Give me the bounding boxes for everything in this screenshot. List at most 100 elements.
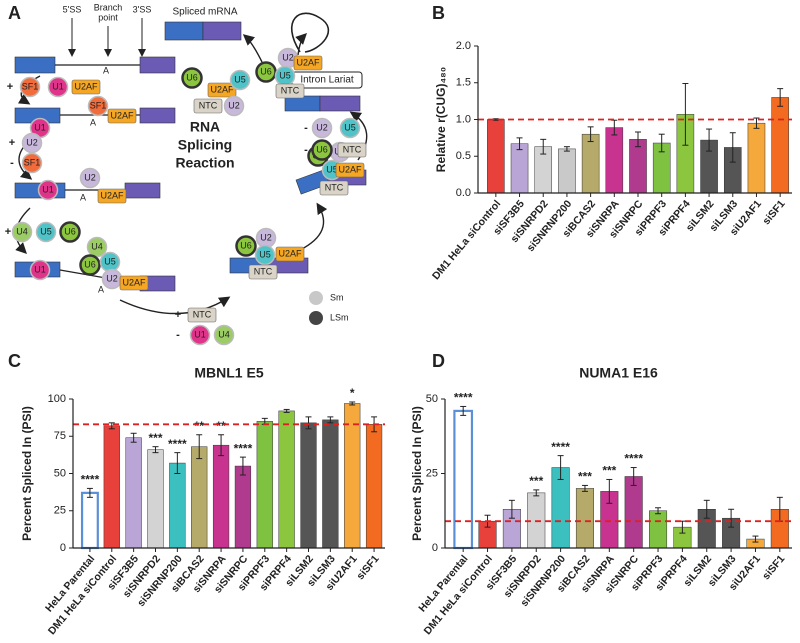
error-bar <box>218 434 225 457</box>
error-bar <box>606 478 613 504</box>
y-tick-label: 25 <box>54 505 66 517</box>
bar <box>771 97 789 194</box>
factor-label: U2 <box>26 137 38 147</box>
factor-label: U4 <box>218 329 230 339</box>
significance: **** <box>168 437 187 451</box>
diagram-title: RNA <box>190 119 220 135</box>
factor-label: U1 <box>194 329 206 339</box>
factor-label: U1 <box>34 264 46 274</box>
factor-label: U2AF <box>210 84 234 94</box>
error-bar <box>305 416 312 430</box>
factor-box <box>107 108 137 124</box>
bar <box>322 419 339 549</box>
factor-label: U2 <box>84 172 96 182</box>
factor-label: U1 <box>52 81 64 91</box>
error-bar <box>728 508 735 528</box>
bar <box>510 143 529 194</box>
significance: **** <box>454 391 473 405</box>
factor-box <box>293 55 323 71</box>
factor <box>254 244 276 266</box>
exon <box>139 107 176 124</box>
factor-box <box>207 82 237 98</box>
diagram-title: Reaction <box>175 155 234 171</box>
y-tick-label: 75 <box>54 430 66 442</box>
factor-label: NTC <box>199 100 218 110</box>
factor-label: SF1 <box>90 100 107 110</box>
significance: *** <box>602 464 616 478</box>
exon <box>319 95 361 112</box>
error-bar <box>563 146 570 152</box>
y-tick-label: 0.0 <box>456 187 471 199</box>
significance: **** <box>624 452 643 466</box>
factor-box <box>335 162 365 178</box>
error-bar <box>655 507 662 515</box>
error-bar <box>753 117 760 129</box>
significance: **** <box>81 473 100 487</box>
factor-label: U2 <box>282 52 294 62</box>
error-bar <box>703 499 710 519</box>
factor <box>86 236 108 258</box>
bar <box>300 422 317 549</box>
bar <box>624 476 643 549</box>
bar <box>558 148 576 194</box>
factor-box <box>97 188 127 204</box>
factor <box>339 117 361 139</box>
panel-label: C <box>8 351 21 371</box>
bar <box>103 425 120 549</box>
site-label: Branch <box>94 2 123 12</box>
factor-label: U5 <box>259 249 271 259</box>
y-axis-label: Percent Spliced In (PSI) <box>410 406 424 541</box>
chart-title: MBNL1 E5 <box>194 365 263 381</box>
bar <box>80 491 99 550</box>
factor <box>47 76 69 98</box>
factor-label: SF1 <box>24 157 41 167</box>
factor <box>21 132 43 154</box>
factor <box>35 221 57 243</box>
x-tick-label: siSF1 <box>760 553 787 582</box>
branch-label: A <box>80 192 86 202</box>
bar <box>278 410 295 549</box>
factor-box <box>193 98 223 114</box>
error-bar <box>152 446 159 454</box>
factor-label: U4 <box>91 241 103 251</box>
step-sign: + <box>9 137 15 149</box>
factor <box>223 95 245 117</box>
bar <box>256 421 273 549</box>
factor-label: U4 <box>16 226 28 236</box>
error-bar <box>108 422 115 430</box>
factor-label: U6 <box>84 259 96 269</box>
site-label: point <box>98 12 118 22</box>
factor-label: U2AF <box>122 277 146 287</box>
significance: ** <box>195 419 205 433</box>
bar <box>649 510 668 549</box>
legend-label: LSm <box>330 312 349 322</box>
error-bar <box>86 487 93 498</box>
factor <box>181 67 203 89</box>
factor-box <box>337 142 367 158</box>
arrow <box>242 34 263 63</box>
factor-label: NTC <box>343 144 362 154</box>
error-bar <box>130 432 137 443</box>
factor <box>229 69 251 91</box>
factor <box>235 235 257 257</box>
error-bar <box>196 434 203 460</box>
factor-label: U5 <box>40 226 52 236</box>
factor-label: U2 <box>106 273 118 283</box>
factor <box>59 221 81 243</box>
bar <box>575 488 594 549</box>
step-sign: - <box>304 122 308 134</box>
significance: *** <box>148 431 162 445</box>
error-bar <box>349 401 356 406</box>
error-bar <box>587 126 594 143</box>
factor-label: U6 <box>64 226 76 236</box>
significance: **** <box>551 440 570 454</box>
factor <box>255 61 277 83</box>
site-label: 5'SS <box>63 4 82 14</box>
y-axis-label: Relative r(CUG)₄₈₀ <box>434 67 448 172</box>
factor-box <box>71 79 101 95</box>
factor <box>11 221 33 243</box>
factor-label: U1 <box>42 184 54 194</box>
y-tick-label: 1.0 <box>456 113 471 125</box>
x-tick-label: siSF1 <box>760 198 787 227</box>
factor-label: U5 <box>326 164 338 174</box>
